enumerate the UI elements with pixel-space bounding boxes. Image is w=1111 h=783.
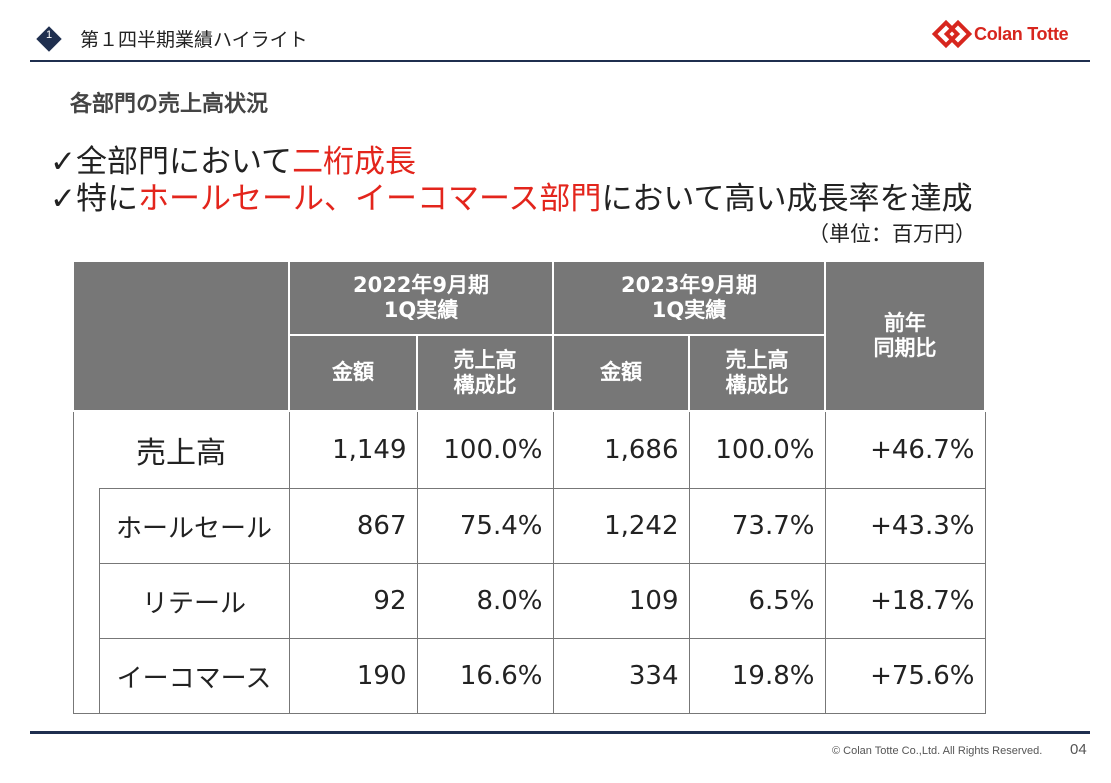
cell-value-2022: 190	[288, 638, 418, 714]
logo-text: Colan Totte	[974, 24, 1069, 44]
cell-ratio-2023: 73.7%	[688, 488, 826, 564]
section-number: 1	[45, 29, 53, 41]
cell-ratio-2022: 8.0%	[416, 563, 554, 639]
cell-ratio-2023: 19.8%	[688, 638, 826, 714]
cell-value-2023: 334	[552, 638, 690, 714]
cell-value-2022: 867	[288, 488, 418, 564]
table-row: ホールセール 867 75.4% 1,242 73.7% +43.3%	[72, 488, 986, 564]
bullet-text: において高い成長率を達成	[601, 181, 973, 217]
header-period-2022: 2022年9月期 1Q実績	[288, 260, 554, 336]
header-yoy: 前年 同期比	[824, 260, 986, 412]
sales-table: 2022年9月期 1Q実績 2023年9月期 1Q実績 前年 同期比 金額 売上高 構成…	[72, 260, 986, 714]
header-amount-2023: 金額	[552, 334, 690, 412]
cell-value-2022: 1,149	[288, 410, 418, 489]
row-label: リテール	[98, 563, 290, 639]
cell-yoy: +18.7%	[824, 563, 986, 639]
cell-value-2022: 92	[288, 563, 418, 639]
footer-divider	[30, 731, 1090, 734]
header-title: 第１四半期業績ハイライト	[80, 29, 308, 51]
indent-spacer	[72, 638, 100, 714]
copyright-text: © Colan Totte Co.,Ltd. All Rights Reserv…	[832, 745, 1043, 757]
cell-yoy: +46.7%	[824, 410, 986, 489]
cell-value-2023: 1,242	[552, 488, 690, 564]
table-row: イーコマース 190 16.6% 334 19.8% +75.6%	[72, 638, 986, 714]
cell-ratio-2022: 16.6%	[416, 638, 554, 714]
header-amount-2022: 金額	[288, 334, 418, 412]
cell-value-2023: 109	[552, 563, 690, 639]
company-logo: Colan Totte	[930, 19, 1090, 52]
section-badge: 1	[36, 26, 62, 52]
cell-ratio-2023: 100.0%	[688, 410, 826, 489]
header-ratio-2023: 売上高 構成比	[688, 334, 826, 412]
row-label: イーコマース	[98, 638, 290, 714]
page-number: 04	[1070, 741, 1087, 758]
cell-value-2023: 1,686	[552, 410, 690, 489]
slide-header: 1 第１四半期業績ハイライト Colan Totte	[0, 0, 1111, 62]
cell-yoy: +43.3%	[824, 488, 986, 564]
header-divider	[30, 60, 1090, 62]
bullet-point: ✓全部門において二桁成長	[50, 136, 416, 181]
cell-yoy: +75.6%	[824, 638, 986, 714]
row-label: ホールセール	[98, 488, 290, 564]
bullet-point: ✓特にホールセール、イーコマース部門において高い成長率を達成	[50, 173, 973, 218]
bullet-highlight: 二桁成長	[292, 144, 417, 180]
cell-ratio-2023: 6.5%	[688, 563, 826, 639]
check-icon: ✓	[50, 181, 76, 217]
indent-spacer	[72, 488, 100, 564]
table-row-total: 売上高 1,149 100.0% 1,686 100.0% +46.7%	[72, 410, 986, 489]
indent-spacer	[72, 563, 100, 639]
header-ratio-2022: 売上高 構成比	[416, 334, 554, 412]
check-icon: ✓	[50, 144, 76, 180]
bullet-text: 全部門において	[75, 144, 293, 180]
cell-ratio-2022: 100.0%	[416, 410, 554, 489]
row-label: 売上高	[72, 410, 290, 489]
header-period-2023: 2023年9月期 1Q実績	[552, 260, 826, 336]
table-row: リテール 92 8.0% 109 6.5% +18.7%	[72, 563, 986, 639]
unit-note: （単位：百万円）	[808, 222, 976, 246]
bullet-highlight: ホールセール、イーコマース部門	[137, 181, 602, 217]
cell-ratio-2022: 75.4%	[416, 488, 554, 564]
bullet-text: 特に	[75, 181, 138, 217]
header-corner	[72, 260, 290, 412]
slide-subtitle: 各部門の売上高状況	[70, 92, 269, 117]
